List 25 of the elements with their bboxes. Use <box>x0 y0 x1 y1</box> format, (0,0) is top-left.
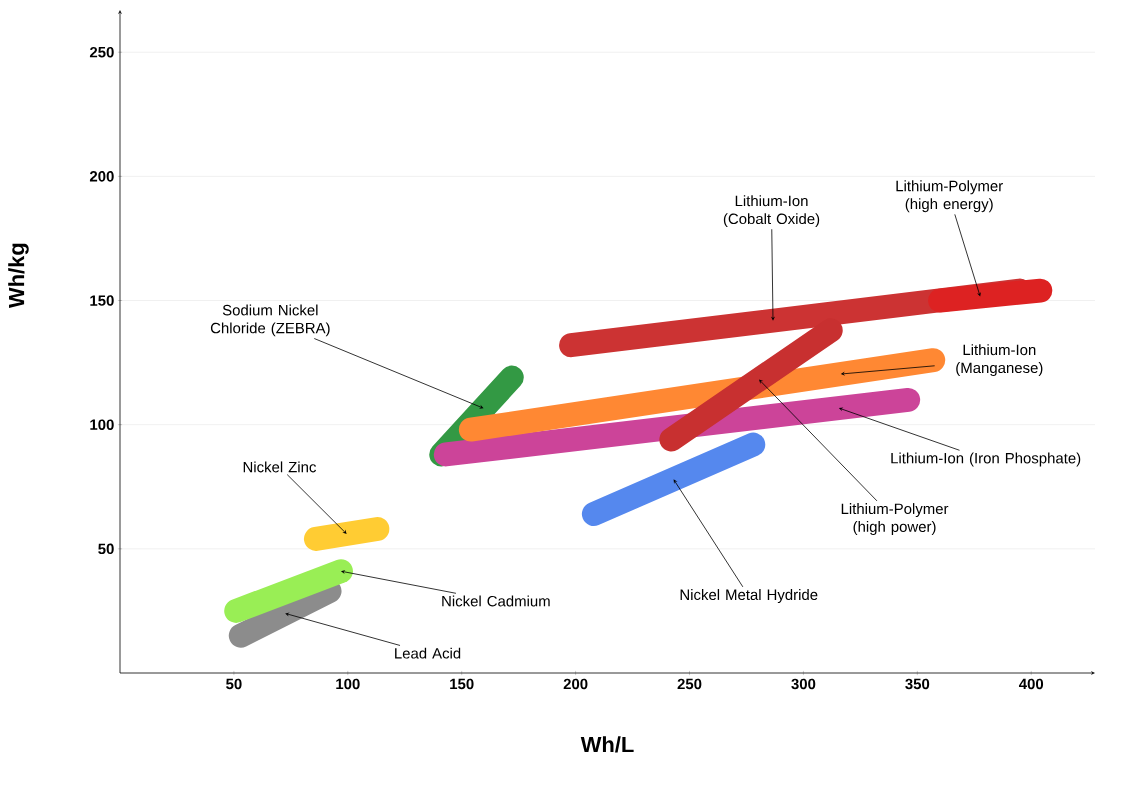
x-axis-title: Wh/L <box>580 736 634 753</box>
x-tick-label: 150 <box>450 678 474 690</box>
x-tick-label: 100 <box>336 678 360 690</box>
text: Sodium Nickel Chloride (ZEBRA) <box>210 304 330 337</box>
text: Lithium-Ion (Iron Phosphate) <box>891 452 1081 467</box>
text: Lead Acid <box>395 647 461 659</box>
text: Lithium-Polymer (high power) <box>841 503 949 535</box>
text: Lithium-Ion (Cobalt Oxide) <box>723 195 820 228</box>
text: Nickel Metal Hydride <box>680 589 818 603</box>
y-tick-label: 150 <box>90 295 114 306</box>
x-tick-label: 400 <box>1018 678 1044 690</box>
text: Lithium-Polymer (high energy) <box>896 180 1003 213</box>
x-tick-label: 300 <box>791 678 816 690</box>
y-tick-label: 100 <box>90 419 114 430</box>
x-tick-label: 50 <box>226 678 242 690</box>
x-tick-label: 200 <box>563 678 588 690</box>
series-label: Lithium-Ion (Manganese) <box>956 344 1043 377</box>
text: Nickel Zinc <box>243 461 316 473</box>
text: Nickel Cadmium <box>442 595 550 607</box>
y-tick-label: 50 <box>98 543 114 555</box>
x-tick-label: 250 <box>677 678 702 690</box>
y-tick-label: 200 <box>89 171 114 182</box>
y-axis-title: Wh/kg <box>8 243 29 309</box>
x-tick-label: 350 <box>905 678 930 690</box>
y-tick-label: 250 <box>89 46 114 58</box>
